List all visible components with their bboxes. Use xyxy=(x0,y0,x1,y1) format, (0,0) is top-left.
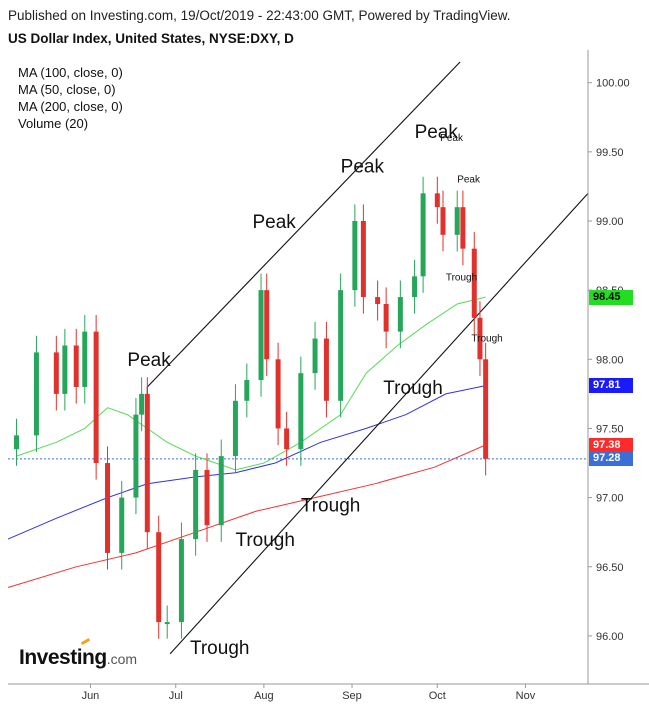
candle-body xyxy=(440,207,446,235)
candle-body xyxy=(178,539,184,623)
candle-body xyxy=(33,352,39,436)
annotation-label: Peak xyxy=(341,157,385,178)
annotation-label: Peak xyxy=(127,350,171,371)
candle-body xyxy=(420,193,426,277)
annotation-label: Peak xyxy=(253,212,297,233)
chart-title: US Dollar Index, United States, NYSE:DXY… xyxy=(8,31,294,46)
candle-body xyxy=(412,276,418,298)
candle-body xyxy=(119,497,125,553)
x-tick-label: Nov xyxy=(516,690,536,702)
channel-lower xyxy=(169,192,589,655)
candle-body xyxy=(82,331,88,387)
x-tick-label: Oct xyxy=(429,690,446,702)
y-tick-label: 96.00 xyxy=(596,631,624,643)
logo-text: Investing xyxy=(19,646,107,669)
annotation-label: Trough xyxy=(235,530,295,551)
candle-body xyxy=(460,207,466,249)
candle-body xyxy=(164,622,170,625)
y-tick-label: 99.00 xyxy=(596,216,624,228)
legend-ma-100[interactable]: MA (100, close, 0) xyxy=(18,65,123,80)
candle-body xyxy=(338,290,344,401)
candle-body xyxy=(193,469,199,540)
candle-body xyxy=(383,303,389,332)
y-tick-label: 97.00 xyxy=(596,493,624,505)
candle-body xyxy=(93,331,99,464)
legend-ma-200[interactable]: MA (200, close, 0) xyxy=(18,99,123,114)
ma-line-(200 xyxy=(7,444,486,588)
x-tick-label: Aug xyxy=(254,690,274,702)
annotation-label-small: Trough xyxy=(471,333,502,344)
candle-body xyxy=(477,317,483,360)
published-info: Published on Investing.com, 19/Oct/2019 … xyxy=(8,8,511,23)
y-tick-label: 96.50 xyxy=(596,562,624,574)
candle-body xyxy=(62,345,68,394)
candle-body xyxy=(204,469,210,526)
candle-body xyxy=(298,373,304,450)
candle-body xyxy=(232,400,238,457)
annotation-label: Trough xyxy=(301,495,361,516)
investing-logo: Investing.com xyxy=(19,637,138,670)
candle-body xyxy=(323,338,329,401)
candle-body xyxy=(156,532,162,623)
candle-body xyxy=(264,290,270,360)
candle-body xyxy=(375,297,381,304)
price-badge: 97.28 xyxy=(589,451,633,467)
logo-suffix: .com xyxy=(106,651,138,667)
candle-body xyxy=(244,380,250,401)
candle-body xyxy=(284,428,290,450)
candle-body xyxy=(434,193,440,208)
plot-area: PeakPeakPeakPeakPeakPeakTroughTroughTrou… xyxy=(7,61,589,659)
y-tick-label: 97.50 xyxy=(596,423,624,435)
candle-body xyxy=(218,456,224,526)
candle-body xyxy=(144,393,150,533)
candle-body xyxy=(73,345,79,387)
time-axis: Jun Jul Aug Sep Oct Nov xyxy=(8,683,649,702)
legend-ma-50[interactable]: MA (50, close, 0) xyxy=(18,82,116,97)
candle-body xyxy=(483,359,489,459)
legend-volume[interactable]: Volume (20) xyxy=(18,116,89,131)
annotation-label-small: Trough xyxy=(446,272,477,283)
y-tick-label: 98.00 xyxy=(596,354,624,366)
candle-body xyxy=(14,435,20,450)
price-badge: 98.45 xyxy=(589,289,633,305)
x-tick-label: Jul xyxy=(169,690,183,702)
x-tick-label: Jun xyxy=(82,690,100,702)
annotation-label-small: Peak xyxy=(457,174,481,185)
candle-body xyxy=(397,297,403,332)
annotation-label-small: Peak xyxy=(440,133,464,144)
x-tick-label: Sep xyxy=(342,690,362,702)
candle-body xyxy=(139,393,145,415)
annotation-label: Peak xyxy=(415,122,459,143)
ma-line-(100 xyxy=(7,385,486,540)
candle-body xyxy=(454,207,460,235)
channel-upper xyxy=(146,61,461,388)
candle-body xyxy=(352,221,358,291)
candle-body xyxy=(312,338,318,374)
y-tick-label: 99.50 xyxy=(596,147,624,159)
candle-body xyxy=(258,290,264,381)
candle-body xyxy=(105,463,111,553)
y-tick-label: 100.00 xyxy=(596,78,630,90)
candle-body xyxy=(53,352,59,394)
price-badge: 97.38 xyxy=(589,437,633,453)
price-badge: 97.81 xyxy=(589,378,633,394)
candle-body xyxy=(360,221,366,298)
price-axis: 96.0096.5097.0097.5098.0098.5099.0099.50… xyxy=(587,50,630,684)
candle-body xyxy=(471,248,477,318)
annotation-label: Trough xyxy=(383,378,443,399)
annotation-label: Trough xyxy=(190,638,250,659)
candle-body xyxy=(133,414,139,498)
candle-body xyxy=(275,359,281,429)
